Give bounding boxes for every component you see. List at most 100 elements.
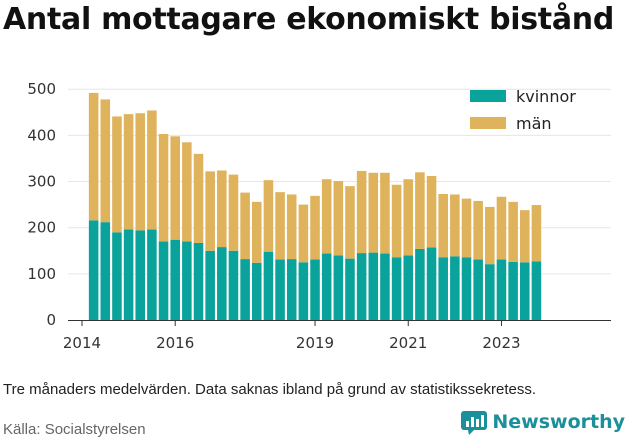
bar-kvinnor [356,253,367,320]
bar-man [240,192,250,260]
bar-man [391,184,402,258]
bar-kvinnor [275,259,285,320]
bar-man [286,194,297,260]
bar-kvinnor [310,259,320,320]
x-tick-label: 2023 [482,334,520,352]
bar-man [531,205,542,262]
bar-kvinnor [461,257,472,320]
bar-kvinnor [403,255,414,320]
y-tick-label: 400 [27,126,56,144]
bar-kvinnor [112,232,122,320]
bar-kvinnor [531,261,542,320]
bar-man [426,176,437,248]
bar-kvinnor [286,259,297,320]
bar-kvinnor [391,257,402,320]
bar-kvinnor [321,253,332,320]
y-tick-label: 500 [27,80,56,98]
bar-man [403,179,414,256]
bar-man [333,181,344,256]
bar-kvinnor [298,262,309,320]
x-tick-label: 2016 [156,334,194,352]
bar-man [205,171,215,251]
bar-kvinnor [205,250,215,320]
legend-label-man: män [516,114,552,133]
bar-man [88,92,99,221]
bar-kvinnor [438,257,448,320]
bar-man [485,206,495,265]
legend-swatch-kvinnor [470,90,506,102]
bar-man [310,195,320,260]
bar-kvinnor [345,258,355,320]
chart-title: Antal mottagare ekonomiskt bistånd [3,2,615,37]
bar-kvinnor [496,259,507,320]
bar-man [123,114,134,230]
bar-kvinnor [135,230,146,320]
bar-man [508,201,518,262]
bar-man [112,116,122,233]
bar-kvinnor [508,261,518,320]
bar-man [356,170,367,254]
bar-man [298,204,309,263]
bar-man [170,136,180,240]
chart-note: Tre månaders medelvärden. Data saknas ib… [3,381,537,398]
legend-label-kvinnor: kvinnor [516,87,576,106]
bar-kvinnor [158,241,169,320]
bar-kvinnor [228,250,239,320]
bar-kvinnor [100,222,111,320]
bar-kvinnor [147,229,157,320]
newsworthy-logo-icon [461,411,488,435]
bar-man [321,179,332,254]
bar-kvinnor [193,242,204,320]
bar-man [182,142,192,242]
bar-kvinnor [263,251,274,320]
bar-man [193,153,204,243]
x-tick-label: 2019 [296,334,334,352]
bar-man [496,196,507,260]
bar-man [380,172,390,254]
bar-man [100,99,111,223]
bar-kvinnor [426,247,437,320]
bar-man [251,201,262,263]
bar-kvinnor [485,264,495,320]
bar-man [519,210,530,263]
bar-man [368,172,379,253]
bar-man [415,172,425,249]
bar-kvinnor [333,255,344,320]
bar-man [228,174,239,251]
bar-man [263,180,274,252]
bar-man [275,192,285,260]
bar-man [461,198,472,258]
bar-kvinnor [473,259,483,320]
bar-kvinnor [519,262,530,320]
bar-kvinnor [217,247,227,320]
bar-man [345,186,355,259]
bar-kvinnor [380,253,390,320]
source-text: Källa: Socialstyrelsen [3,421,146,438]
bar-kvinnor [123,229,134,320]
bar-kvinnor [368,252,379,320]
x-tick-label: 2014 [63,334,101,352]
bar-man [438,194,448,258]
bar-kvinnor [88,220,99,320]
y-tick-label: 0 [46,311,56,329]
y-tick-label: 300 [27,173,56,191]
bar-man [473,200,483,260]
x-tick-label: 2021 [389,334,427,352]
bar-kvinnor [170,239,180,320]
bar-man [158,134,169,242]
bar-kvinnor [450,256,460,320]
bar-kvinnor [251,262,262,320]
bar-man [450,194,460,257]
brand-name: Newsworthy [492,411,625,433]
y-tick-label: 100 [27,265,56,283]
bar-man [135,113,146,231]
legend-swatch-man [470,117,506,129]
newsworthy-logo[interactable]: Newsworthy [460,408,625,436]
bar-kvinnor [240,259,250,320]
bar-kvinnor [182,241,192,320]
y-tick-label: 200 [27,219,56,237]
stacked-bar-chart: 0 100 200 300 400 500 2014 2016 2019 2021 2023 kvin… [27,80,611,352]
bar-man [217,170,227,248]
bar-man [147,110,157,230]
bar-kvinnor [415,248,425,320]
